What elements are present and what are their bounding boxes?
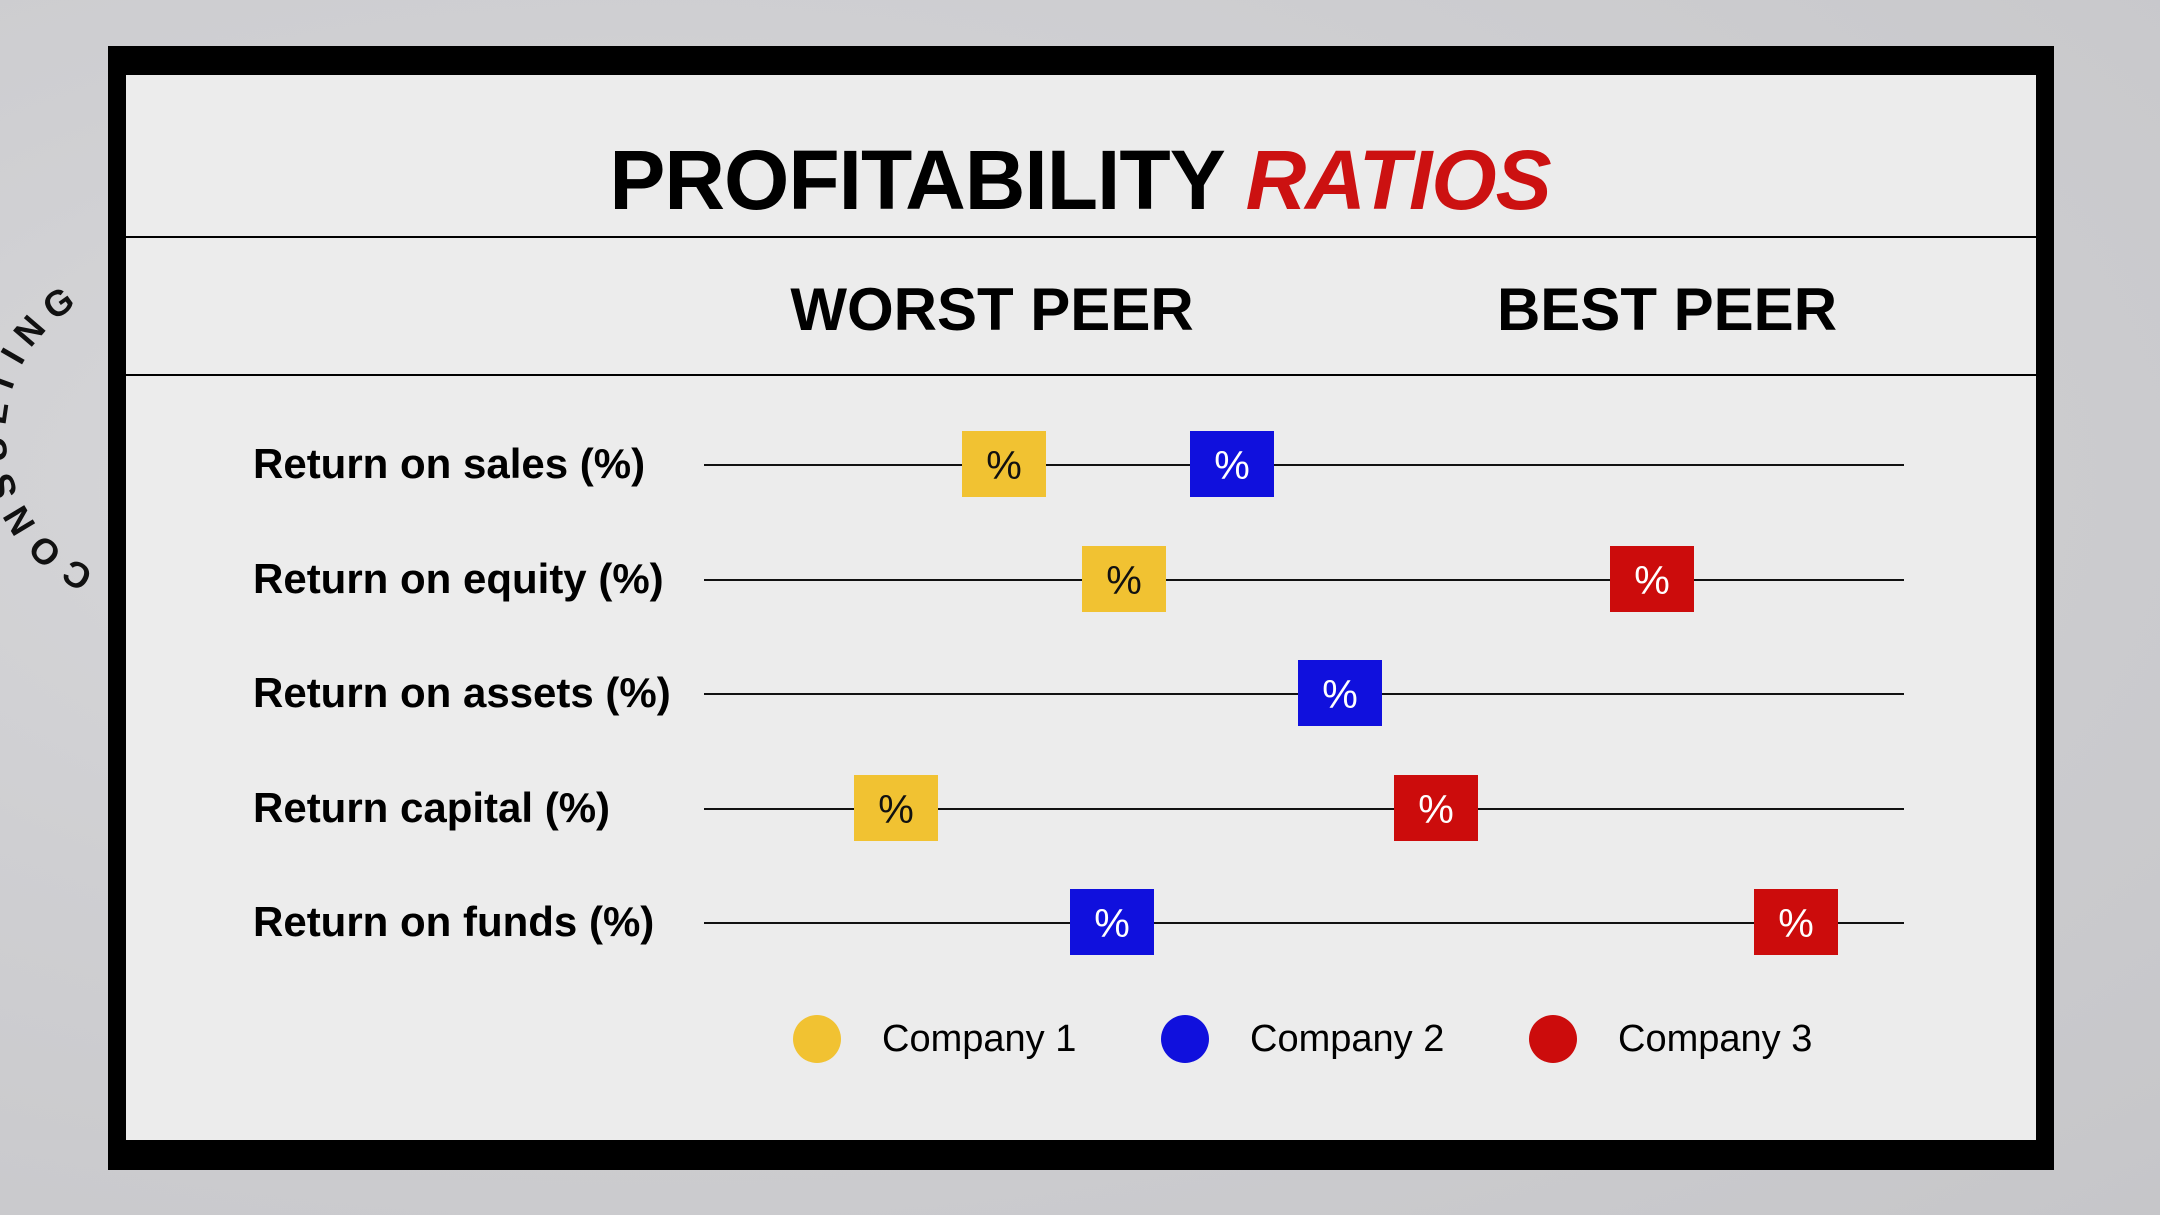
legend-label-company-2: Company 2 — [1250, 1018, 1445, 1060]
legend-label-company-3: Company 3 — [1618, 1018, 1813, 1060]
header-divider — [126, 374, 2036, 376]
company-3-marker: % — [1394, 774, 1478, 841]
row-label: Return on assets (%) — [253, 669, 671, 716]
row-track-line — [704, 922, 1904, 924]
row-label: Return on funds (%) — [253, 898, 655, 945]
legend-label-company-1: Company 1 — [882, 1018, 1077, 1060]
slide-panel — [126, 75, 2036, 1140]
company-1-marker: % — [1082, 545, 1166, 612]
company-3-marker: % — [1754, 889, 1838, 955]
best-peer-heading: BEST PEER — [1496, 276, 1838, 343]
company-2-marker: % — [1070, 889, 1154, 955]
company-2-marker: % — [1298, 660, 1382, 726]
row-label: Return capital (%) — [253, 783, 611, 831]
company-2-marker: % — [1190, 431, 1274, 497]
consulting-text: CONSULTING — [0, 272, 89, 599]
legend-dot-company-2 — [1161, 1015, 1209, 1063]
row-track-line — [704, 807, 1904, 810]
company-1-marker: % — [962, 431, 1046, 497]
title-main: PROFITABILITY — [609, 133, 1224, 227]
row-label: Return on equity (%) — [253, 554, 664, 602]
consulting-curved-text: CONSULTING — [0, 272, 99, 599]
company-1-marker: % — [854, 774, 938, 841]
svg-text:CONSULTING: CONSULTING — [0, 272, 99, 599]
legend-dot-company-1 — [793, 1015, 841, 1063]
row-label: Return on sales (%) — [253, 440, 646, 487]
page-title: PROFITABILITY RATIOS — [0, 130, 2160, 230]
legend-dot-company-3 — [1529, 1015, 1577, 1063]
title-accent: RATIOS — [1245, 133, 1552, 227]
row-track-line — [704, 578, 1904, 581]
worst-peer-heading: WORST PEER — [790, 276, 1194, 343]
row-track-line — [704, 464, 1904, 466]
title-divider — [126, 236, 2036, 238]
company-3-marker: % — [1610, 545, 1694, 612]
